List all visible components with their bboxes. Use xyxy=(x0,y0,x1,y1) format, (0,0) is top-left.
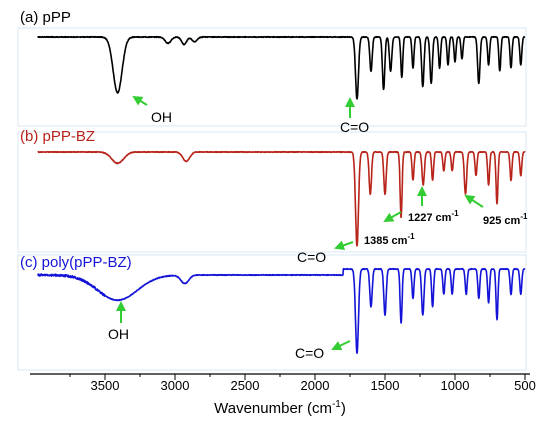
x-tick-label: 3000 xyxy=(161,378,190,393)
annotation-arrow xyxy=(383,211,402,222)
annotation-label: OH xyxy=(108,326,129,342)
annotation-label: C=O xyxy=(297,249,326,265)
series-line-1 xyxy=(37,150,526,247)
annotation-label: C=O xyxy=(295,345,324,361)
annotation-label: C=O xyxy=(340,119,369,135)
panel-frame-1 xyxy=(17,131,527,253)
x-tick-label: 2000 xyxy=(301,378,330,393)
x-tick-label: 1000 xyxy=(441,378,470,393)
annotation-arrow xyxy=(331,340,351,351)
panel-frame-0 xyxy=(17,27,527,127)
x-tick-label: 1500 xyxy=(371,378,400,393)
panel-frame-2 xyxy=(17,254,527,371)
annotation-label: OH xyxy=(151,109,172,125)
annotation-label: 1385 cm-1 xyxy=(364,232,415,247)
series-label-1: (b) pPP-BZ xyxy=(20,128,95,145)
annotation-arrow xyxy=(132,95,148,106)
x-tick-label: 2500 xyxy=(231,378,260,393)
x-axis-label: Wavenumber (cm-1) xyxy=(214,399,346,417)
x-tick-label: 3500 xyxy=(91,378,120,393)
series-line-0 xyxy=(37,35,526,100)
x-tick-label: 500 xyxy=(514,378,536,393)
series-line-2 xyxy=(37,267,526,355)
series-label-2: (c) poly(pPP-BZ) xyxy=(20,254,132,271)
annotation-arrow xyxy=(464,194,484,208)
annotation-arrow xyxy=(334,240,354,251)
annotation-label: 925 cm-1 xyxy=(483,212,528,227)
series-label-0: (a) pPP xyxy=(20,9,71,26)
annotation-label: 1227 cm-1 xyxy=(408,209,459,224)
